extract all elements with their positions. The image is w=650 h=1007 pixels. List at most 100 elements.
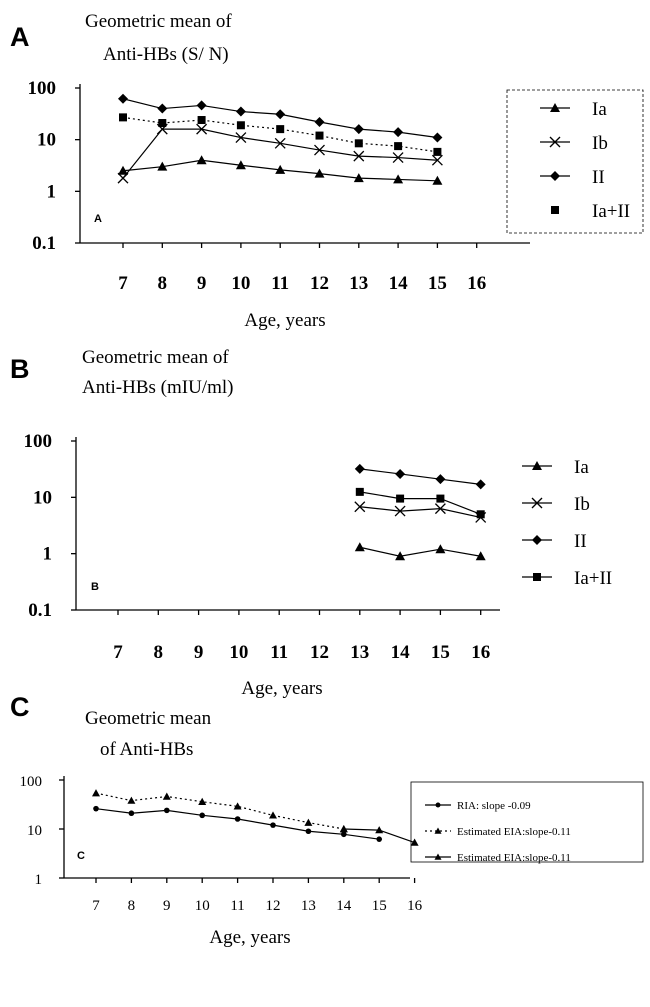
triangle-marker — [410, 838, 419, 846]
legend-entry: II — [522, 531, 587, 552]
chart-title-line: Anti-HBs (S/ N) — [103, 44, 229, 65]
series-line — [95, 808, 380, 840]
x-tick-label: 13 — [301, 898, 316, 914]
x-tick-label: 12 — [310, 642, 329, 663]
square-marker — [158, 119, 167, 128]
square-marker — [236, 121, 245, 130]
circle-marker — [128, 810, 135, 817]
diamond-marker — [118, 93, 128, 104]
x-marker — [353, 150, 365, 162]
series-line — [359, 468, 481, 485]
x-tick-label: 12 — [310, 273, 329, 294]
triangle-marker — [275, 164, 286, 174]
x-tick-label: 7 — [92, 898, 100, 914]
legend-entry: Estimated EIA:slope-0.11 — [425, 826, 571, 838]
triangle-marker — [269, 811, 277, 819]
triangle-marker — [118, 165, 128, 175]
inner-panel-label: A — [94, 213, 102, 225]
y-tick-label: 0.1 — [32, 233, 56, 254]
triangle-marker — [198, 797, 207, 805]
square-marker — [355, 487, 364, 496]
x-marker — [434, 503, 446, 515]
x-axis-label: Age, years — [244, 310, 325, 331]
diamond-marker — [432, 132, 443, 143]
x-tick-label: 9 — [197, 273, 207, 294]
y-tick-label: 10 — [27, 823, 42, 839]
x-tick-label: 9 — [163, 898, 171, 914]
triangle-marker — [532, 461, 542, 470]
square-marker — [551, 206, 559, 214]
series-line — [359, 491, 481, 515]
x-tick-label: 16 — [407, 898, 423, 914]
square-marker — [533, 573, 541, 581]
legend-entry: Ia+II — [551, 201, 630, 222]
triangle-marker — [550, 103, 560, 112]
inner-panel-label: C — [77, 850, 85, 862]
x-marker — [354, 501, 366, 513]
x-axis-label: Age, years — [241, 678, 322, 699]
inner-panel-label: B — [91, 581, 99, 593]
x-tick-label: 9 — [194, 642, 204, 663]
square-marker — [394, 142, 403, 151]
triangle-marker — [233, 802, 242, 810]
diamond-marker — [435, 474, 446, 485]
legend-label: II — [574, 531, 587, 552]
x-tick-label: 8 — [154, 642, 164, 663]
square-marker — [197, 116, 206, 125]
triangle-marker — [432, 175, 443, 185]
triangle-marker — [395, 551, 406, 561]
y-tick-label: 10 — [37, 130, 56, 151]
circle-marker — [435, 802, 441, 808]
diamond-marker — [353, 124, 364, 135]
diamond-marker — [395, 468, 406, 479]
x-tick-label: 15 — [372, 898, 387, 914]
y-tick-label: 1 — [35, 872, 43, 888]
diamond-marker — [314, 116, 325, 127]
x-tick-label: 15 — [428, 273, 447, 294]
diamond-marker — [157, 103, 168, 114]
x-marker — [394, 505, 406, 517]
legend-label: Estimated EIA:slope-0.11 — [457, 852, 571, 864]
series-line — [359, 506, 481, 519]
series-ib — [117, 123, 443, 184]
triangle-marker — [354, 542, 365, 552]
panel-letter: C — [10, 692, 30, 722]
y-tick-label: 1 — [43, 544, 53, 565]
diamond-marker — [354, 463, 365, 474]
y-tick-label: 100 — [28, 78, 57, 99]
square-marker — [315, 131, 324, 140]
x-tick-label: 16 — [467, 273, 486, 294]
x-tick-label: 11 — [270, 642, 288, 663]
chart-title-line: of Anti-HBs — [100, 739, 193, 760]
circle-marker — [305, 828, 312, 835]
circle-marker — [270, 822, 276, 828]
x-tick-label: 15 — [431, 642, 450, 663]
diamond-marker — [475, 479, 486, 490]
diamond-marker — [275, 109, 286, 120]
legend-entry: Ib — [540, 133, 608, 154]
x-tick-label: 10 — [229, 642, 248, 663]
triangle-marker — [304, 818, 313, 826]
square-marker — [396, 494, 405, 503]
x-tick-label: 8 — [128, 898, 136, 914]
triangle-marker — [339, 825, 348, 833]
diamond-marker — [235, 106, 246, 117]
series-line — [359, 546, 481, 557]
square-marker — [119, 113, 127, 122]
x-tick-label: 7 — [113, 642, 123, 663]
legend-entry: RIA: slope -0.09 — [425, 800, 531, 812]
x-marker — [117, 172, 129, 184]
x-tick-label: 12 — [266, 898, 281, 914]
panel-letter: A — [10, 22, 30, 52]
chart-panel-c: C Geometric mean of Anti-HBs 100 10 1 7 8 9 10 11 1… — [10, 692, 644, 948]
x-marker — [196, 123, 208, 135]
chart-title-line: Geometric mean of — [85, 11, 232, 32]
legend-box — [506, 89, 644, 234]
legend-entry: Estimated EIA:slope-0.11 — [425, 852, 571, 864]
triangle-marker — [92, 789, 100, 797]
series-estimated-eia-slope-0-11 — [339, 825, 419, 846]
series-ii — [118, 93, 443, 143]
legend-label: Ib — [574, 494, 590, 515]
